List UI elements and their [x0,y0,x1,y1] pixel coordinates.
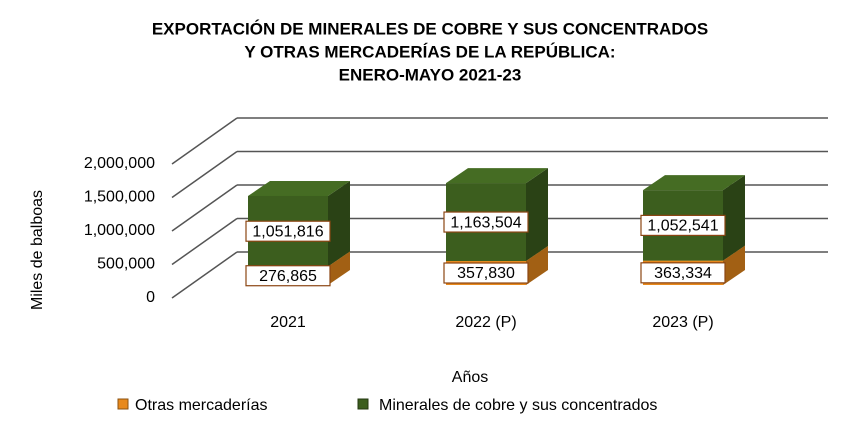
x-tick-label: 2021 [270,314,306,331]
x-axis-title: Años [452,369,488,386]
grid-line [171,217,238,266]
data-label: 363,334 [654,265,712,282]
legend-label: Minerales de cobre y sus concentrados [379,397,657,414]
y-tick-label: 1,000,000 [84,222,155,239]
data-label-box [443,262,529,284]
bar-side [723,245,745,285]
chart-title: Y OTRAS MERCADERÍAS DE LA REPÚBLICA: [244,42,615,61]
data-label-box [640,262,726,284]
y-tick-label: 1,500,000 [84,189,155,206]
bar-top [248,180,350,196]
chart-title: ENERO-MAYO 2021-23 [339,65,522,84]
y-tick-label: 0 [146,289,155,306]
legend-swatch [357,398,369,410]
data-label-box [640,214,726,236]
x-tick-label: 2023 (P) [652,314,713,331]
bar-side [526,168,548,262]
legend-label: Otras mercaderías [135,397,267,414]
data-label: 357,830 [457,265,515,282]
bar-top [446,168,548,184]
y-tick-label: 2,000,000 [84,155,155,172]
bar-side [526,246,548,285]
data-label: 1,052,541 [647,218,718,235]
bar-side [328,180,350,267]
grid-line [171,251,238,299]
data-label-box [245,265,331,287]
chart-title: EXPORTACIÓN DE MINERALES DE COBRE Y SUS … [152,19,708,38]
x-tick-label: 2022 (P) [455,314,516,331]
data-label: 276,865 [259,268,317,285]
grid-line [171,117,238,165]
bar-side [328,251,350,285]
data-label-box [245,220,331,242]
data-label-box [443,211,529,233]
grid-line [171,184,238,232]
data-label: 1,051,816 [252,223,323,240]
grid-line [171,150,238,199]
bar-side [723,175,745,261]
legend-swatch [117,398,129,410]
y-tick-label: 500,000 [97,256,155,273]
y-axis-title: Miles de balboas [29,190,46,310]
bar-top [643,175,745,191]
data-label: 1,163,504 [450,214,521,231]
